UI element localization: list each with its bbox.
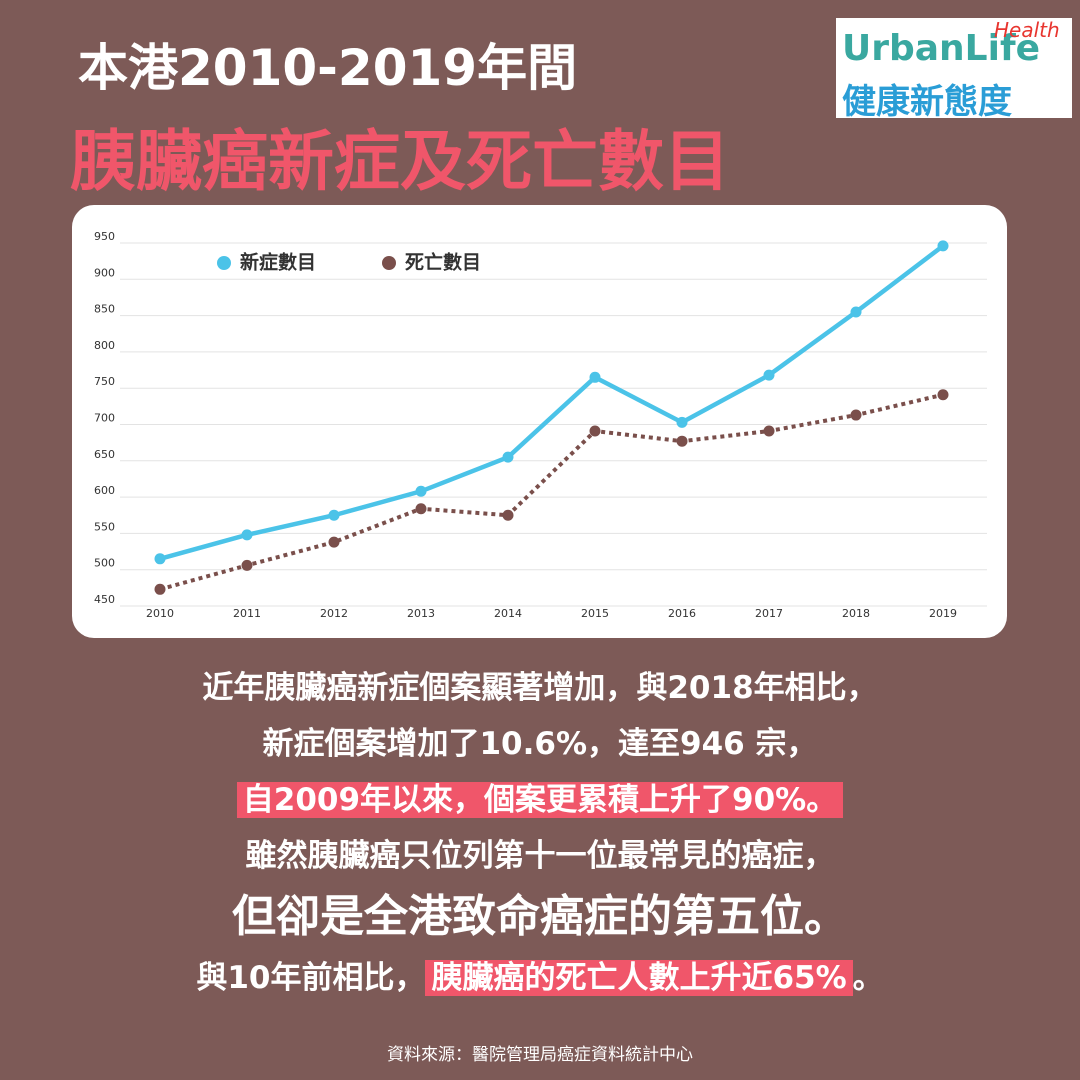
logo-slogan: 健康新態度 bbox=[842, 82, 1012, 122]
data-point bbox=[850, 306, 862, 318]
y-tick-label: 700 bbox=[94, 412, 115, 425]
data-point bbox=[328, 509, 340, 521]
body-text: 近年胰臟癌新症個案顯著增加，與2018年相比， 新症個案增加了10.6%，達至9… bbox=[0, 660, 1080, 1006]
data-point bbox=[154, 553, 166, 565]
x-tick-label: 2017 bbox=[755, 607, 783, 620]
y-tick-label: 600 bbox=[94, 484, 115, 497]
data-point bbox=[415, 503, 427, 515]
data-point bbox=[241, 559, 253, 571]
x-tick-label: 2014 bbox=[494, 607, 522, 620]
data-point bbox=[502, 509, 514, 521]
data-point bbox=[241, 529, 253, 541]
x-tick-label: 2019 bbox=[929, 607, 957, 620]
y-tick-label: 450 bbox=[94, 593, 115, 606]
text-line: 與10年前相比， 胰臟癌的死亡人數上升近65%。 bbox=[0, 950, 1080, 1006]
y-tick-label: 800 bbox=[94, 339, 115, 352]
data-point bbox=[589, 371, 601, 383]
data-point bbox=[937, 389, 949, 401]
y-tick-label: 650 bbox=[94, 448, 115, 461]
subtitle: 胰臟癌新症及死亡數目 bbox=[70, 123, 730, 200]
text-line: 自2009年以來，個案更累積上升了90%。 bbox=[0, 772, 1080, 828]
legend-label: 死亡數目 bbox=[405, 251, 481, 274]
chart: 450 500 550 600 650 700 750 800 850 900 950 2010 201… bbox=[94, 230, 987, 620]
series-line bbox=[159, 392, 944, 592]
data-point bbox=[502, 451, 514, 463]
text: 新症個案增加了10.6%，達至946 宗， bbox=[262, 726, 818, 762]
text-line: 新症個案增加了10.6%，達至946 宗， bbox=[0, 716, 1080, 772]
text: 。 bbox=[852, 960, 884, 996]
y-tick-label: 550 bbox=[94, 520, 115, 533]
logo-brand: UrbanLife bbox=[842, 28, 1041, 69]
text-line: 近年胰臟癌新症個案顯著增加，與2018年相比， bbox=[0, 660, 1080, 716]
legend-marker bbox=[382, 256, 396, 270]
x-tick-label: 2015 bbox=[581, 607, 609, 620]
data-point bbox=[676, 435, 688, 447]
logo: UrbanLife Health 健康新態度 bbox=[836, 18, 1072, 122]
x-tick-label: 2010 bbox=[146, 607, 174, 620]
y-tick-label: 850 bbox=[94, 303, 115, 316]
x-tick-label: 2016 bbox=[668, 607, 696, 620]
chart-card: 450 500 550 600 650 700 750 800 850 900 950 2010 201… bbox=[72, 205, 1007, 638]
text-line: 但卻是全港致命癌症的第五位。 bbox=[0, 884, 1080, 950]
data-point bbox=[589, 425, 601, 437]
data-point bbox=[154, 583, 166, 595]
source: 資料來源：醫院管理局癌症資料統計中心 bbox=[387, 1045, 693, 1065]
text: 近年胰臟癌新症個案顯著增加，與2018年相比， bbox=[202, 670, 878, 706]
data-point bbox=[937, 240, 949, 252]
logo-tag: Health bbox=[994, 18, 1060, 42]
data-point bbox=[763, 425, 775, 437]
highlight-text: 自2009年以來，個案更累積上升了90%。 bbox=[236, 782, 844, 818]
x-tick-label: 2012 bbox=[320, 607, 348, 620]
legend-label: 新症數目 bbox=[240, 251, 316, 274]
data-point bbox=[850, 409, 862, 421]
data-point bbox=[415, 485, 427, 497]
text-line: 雖然胰臟癌只位列第十一位最常見的癌症， bbox=[0, 828, 1080, 884]
text: 但卻是全港致命癌症的第五位。 bbox=[232, 891, 848, 942]
title: 本港2010-2019年間 bbox=[78, 39, 578, 97]
y-tick-label: 750 bbox=[94, 375, 115, 388]
data-point bbox=[763, 369, 775, 381]
data-point bbox=[676, 416, 688, 428]
text: 與10年前相比， bbox=[196, 960, 426, 996]
y-tick-label: 950 bbox=[94, 230, 115, 243]
x-tick-label: 2013 bbox=[407, 607, 435, 620]
y-tick-label: 500 bbox=[94, 557, 115, 570]
series-line bbox=[159, 244, 945, 561]
highlight-text: 胰臟癌的死亡人數上升近65% bbox=[425, 960, 853, 996]
text: 雖然胰臟癌只位列第十一位最常見的癌症， bbox=[245, 838, 835, 874]
x-tick-label: 2018 bbox=[842, 607, 870, 620]
x-tick-label: 2011 bbox=[233, 607, 261, 620]
y-tick-label: 900 bbox=[94, 266, 115, 279]
legend-marker bbox=[217, 256, 231, 270]
data-point bbox=[328, 536, 340, 548]
